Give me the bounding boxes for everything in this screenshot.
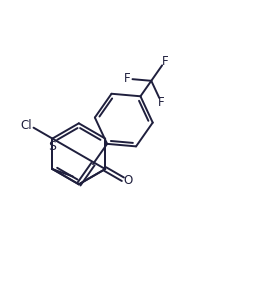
Text: Cl: Cl [21,119,32,132]
Text: F: F [162,54,168,67]
Text: S: S [49,140,56,153]
Text: F: F [124,72,131,85]
Text: F: F [158,96,165,109]
Text: O: O [124,174,133,187]
